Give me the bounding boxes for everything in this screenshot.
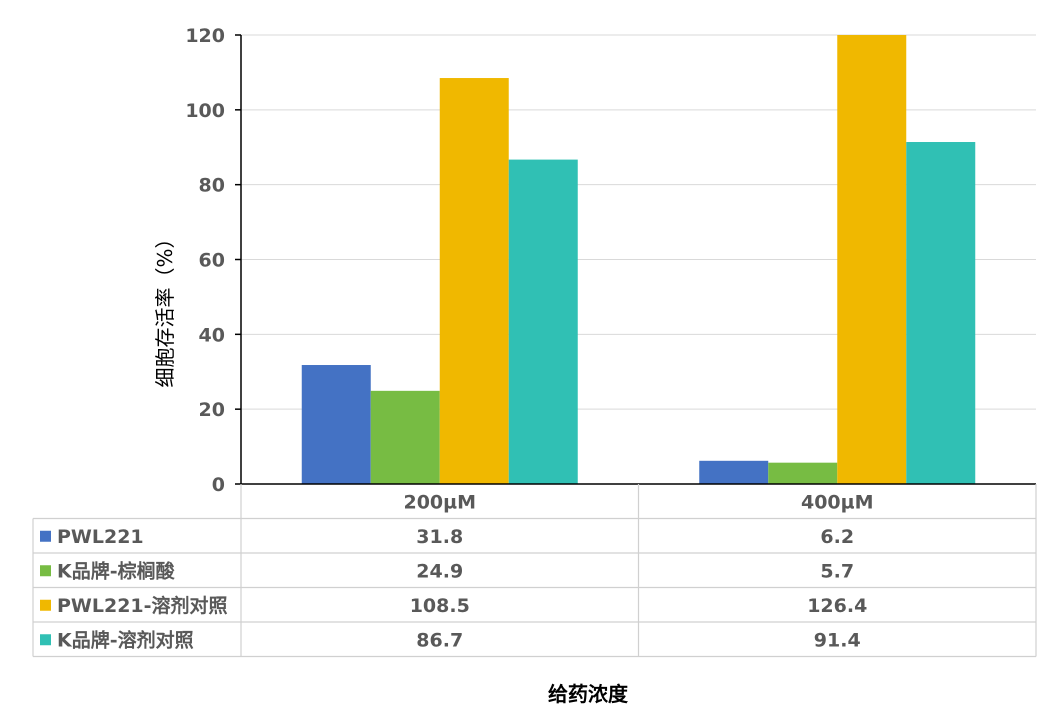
y-tick-label: 20: [199, 399, 225, 421]
bar: [301, 365, 371, 484]
bar: [906, 142, 976, 485]
y-axis-title: 细胞存活率（%）: [153, 228, 177, 387]
y-tick-label: 60: [199, 250, 225, 272]
legend-swatch: [40, 530, 51, 542]
legend-swatch: [40, 599, 51, 611]
data-label: 86.7: [416, 629, 463, 651]
data-label: 126.4: [807, 595, 867, 617]
y-tick-label: 100: [185, 100, 225, 122]
legend-label: PWL221: [57, 526, 144, 548]
x-axis-title: 给药浓度: [548, 682, 629, 706]
y-tick-label: 80: [199, 175, 225, 197]
y-tick-label: 40: [199, 324, 225, 346]
bar: [370, 390, 440, 484]
data-label: 24.9: [416, 560, 463, 582]
bar: [837, 35, 907, 484]
legend-swatch: [40, 565, 51, 577]
legend-swatch: [40, 634, 51, 646]
bar: [439, 78, 509, 484]
data-label: 6.2: [820, 526, 854, 548]
data-label: 91.4: [814, 629, 861, 651]
legend-label: K品牌-溶剂对照: [57, 628, 194, 651]
legend-label: PWL221-溶剂对照: [57, 594, 228, 617]
data-label: 31.8: [416, 526, 463, 548]
data-label: 108.5: [410, 595, 470, 617]
bar: [768, 462, 838, 484]
category-label: 400µM: [801, 491, 874, 513]
y-tick-label: 0: [212, 474, 225, 496]
bar: [508, 159, 578, 484]
bar: [699, 460, 769, 484]
legend-label: K品牌-棕榈酸: [57, 559, 176, 582]
y-tick-label: 120: [185, 25, 225, 47]
data-label: 5.7: [820, 560, 854, 582]
category-label: 200µM: [403, 491, 476, 513]
